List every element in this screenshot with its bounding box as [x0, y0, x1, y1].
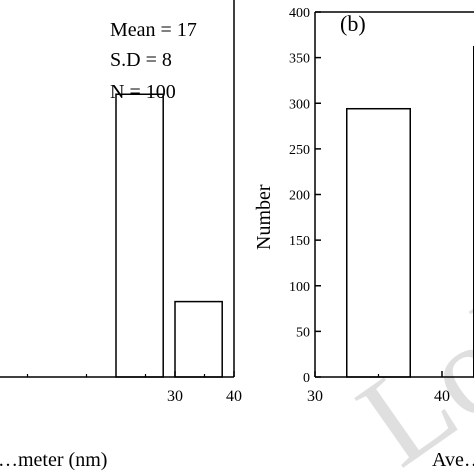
- panel-b-y-axis-label: Number: [253, 184, 275, 250]
- panel-b-x-tick-label-0: 30: [307, 388, 323, 405]
- panel-b-y-tick-label-5: 250: [289, 143, 310, 158]
- panel-a-x-tick-label-0: 30: [167, 388, 183, 405]
- panel-b-y-tick-label-1: 50: [296, 325, 310, 340]
- panel-b-y-tick-label-4: 200: [289, 189, 310, 204]
- panel-b-x-tick-label-1: 40: [434, 388, 450, 405]
- panel-a-x-axis-label: …meter (nm): [0, 449, 107, 471]
- panel-b-y-tick-label-0: 0: [303, 371, 310, 386]
- panel-b-y-tick-label-8: 400: [289, 6, 310, 21]
- panel-b-y-tick-label-7: 350: [289, 52, 310, 67]
- svg-text:Lol: Lol: [334, 272, 474, 474]
- panel-a-x-tick-label-1: 40: [226, 388, 242, 405]
- panel-a-bar-1: [174, 300, 223, 378]
- panel-b-y-tick-label-2: 100: [289, 280, 310, 295]
- panel-b-label: (b): [340, 11, 366, 36]
- panel-b-x-axis-label: Ave…: [432, 449, 474, 471]
- panel-b-y-tick-label-3: 150: [289, 234, 310, 249]
- panel-a-stat-sd: S.D = 8: [110, 49, 172, 71]
- panel-b-y-tick-label-6: 300: [289, 97, 310, 112]
- panel-a-stat-mean: Mean = 17: [110, 19, 197, 41]
- panel-a-bar-0: [115, 93, 164, 378]
- panel-a: 30 40 Mean = 17 S.D = 8 N = 100 …meter (n…: [0, 0, 242, 471]
- watermark: Lol: [334, 272, 474, 474]
- panel-a-stat-n: N = 100: [110, 81, 176, 103]
